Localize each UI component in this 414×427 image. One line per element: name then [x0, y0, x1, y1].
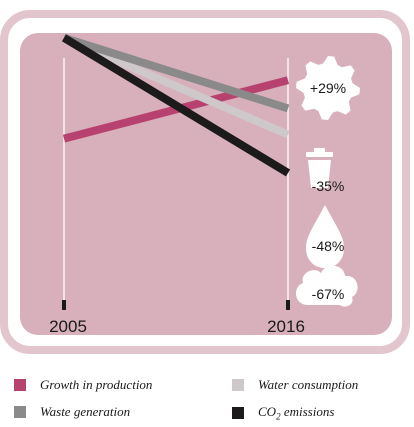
legend-swatch	[14, 406, 26, 418]
legend-label: Growth in production	[40, 377, 153, 392]
chart-plot-panel	[20, 33, 392, 335]
legend-label: Water consumption	[258, 377, 359, 392]
tick-mark-2016	[286, 300, 290, 310]
legend-swatch	[232, 379, 244, 391]
legend-swatch	[14, 379, 26, 391]
series-change-label: -35%	[312, 178, 345, 194]
cloud-icon	[295, 265, 358, 307]
trash-bin-icon	[306, 148, 333, 188]
series-line-water-consumption	[62, 34, 290, 139]
water-drop-icon	[306, 205, 344, 268]
legend-item-water-consumption: Water consumption	[232, 377, 358, 393]
series-change-label: -67%	[312, 286, 345, 302]
series-line-waste-generation	[62, 34, 290, 113]
series-change-label: +29%	[310, 80, 346, 96]
legend: Growth in production Water consumption W…	[0, 370, 414, 427]
legend-item-co2-emissions: CO2 emissions	[232, 404, 334, 422]
gear-icon	[296, 56, 360, 120]
x-tick-label-2016: 2016	[267, 317, 305, 336]
legend-label: CO2 emissions	[258, 404, 335, 422]
series-change-label: -48%	[312, 238, 345, 254]
x-tick-label-2005: 2005	[49, 317, 87, 336]
legend-label: Waste generation	[40, 404, 131, 419]
tick-mark-2005	[62, 300, 66, 310]
series-line-co2-emissions	[61, 34, 291, 177]
legend-item-waste-generation: Waste generation	[14, 404, 130, 420]
legend-item-growth-in-production: Growth in production	[14, 377, 152, 393]
series-lines	[61, 34, 291, 177]
legend-swatch	[232, 406, 244, 419]
